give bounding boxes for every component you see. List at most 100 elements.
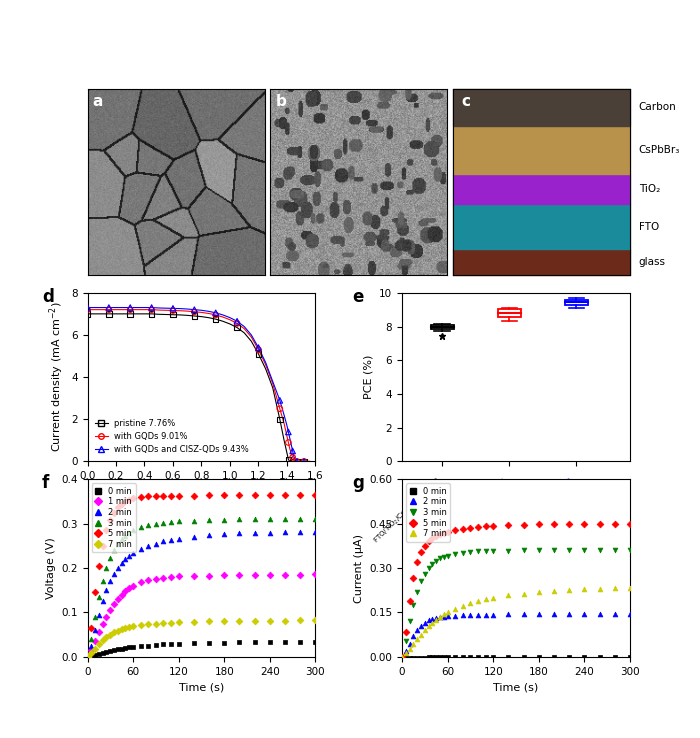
Point bbox=[465, 546, 476, 558]
Bar bbox=[498, 309, 521, 317]
Point bbox=[188, 637, 199, 649]
Point bbox=[120, 622, 131, 634]
Point bbox=[125, 304, 136, 316]
Point bbox=[396, 651, 407, 663]
Point bbox=[295, 489, 306, 501]
Point bbox=[189, 310, 200, 322]
Point bbox=[480, 609, 491, 621]
Point bbox=[143, 490, 154, 502]
Point bbox=[127, 492, 139, 504]
Point bbox=[85, 633, 97, 645]
Point bbox=[234, 514, 245, 525]
Point bbox=[438, 610, 449, 622]
Text: e: e bbox=[352, 288, 363, 306]
Point bbox=[419, 652, 430, 663]
Point bbox=[419, 624, 430, 636]
Point bbox=[503, 590, 514, 601]
Point bbox=[465, 597, 476, 609]
Point bbox=[419, 540, 430, 552]
Point bbox=[105, 629, 116, 641]
Point bbox=[143, 575, 154, 587]
Point bbox=[188, 615, 199, 627]
Point bbox=[210, 309, 221, 321]
Point bbox=[204, 514, 215, 526]
Point bbox=[173, 570, 184, 582]
Point bbox=[423, 621, 434, 632]
Point bbox=[127, 580, 139, 592]
Point bbox=[408, 599, 419, 611]
Y-axis label: Voltage (V): Voltage (V) bbox=[46, 537, 56, 599]
Legend: 0 min, 2 min, 3 min, 5 min, 7 min: 0 min, 2 min, 3 min, 5 min, 7 min bbox=[406, 483, 450, 542]
Point bbox=[234, 569, 245, 581]
Point bbox=[408, 573, 419, 584]
Point bbox=[234, 636, 245, 648]
Point bbox=[416, 652, 427, 664]
Point bbox=[135, 576, 146, 588]
Point bbox=[298, 455, 309, 467]
Point bbox=[253, 348, 264, 360]
Point bbox=[423, 562, 434, 574]
Point bbox=[85, 647, 97, 659]
Point bbox=[404, 638, 415, 649]
Point bbox=[188, 514, 199, 526]
Point bbox=[116, 643, 127, 655]
Point bbox=[449, 525, 461, 537]
Point bbox=[188, 490, 199, 502]
Point bbox=[125, 308, 136, 320]
Point bbox=[150, 573, 162, 584]
Point bbox=[533, 518, 545, 530]
Point bbox=[396, 651, 407, 663]
X-axis label: Time (s): Time (s) bbox=[494, 682, 539, 692]
Point bbox=[400, 645, 412, 657]
Point bbox=[97, 576, 108, 587]
Point bbox=[457, 523, 468, 535]
Point bbox=[435, 611, 446, 623]
Point bbox=[116, 497, 127, 509]
Point bbox=[400, 652, 412, 663]
Point bbox=[295, 636, 306, 648]
Point bbox=[135, 619, 146, 631]
Point bbox=[108, 599, 120, 610]
Point bbox=[232, 317, 243, 329]
Point bbox=[412, 556, 423, 568]
Point bbox=[404, 643, 415, 655]
Point bbox=[430, 651, 442, 663]
Point bbox=[108, 506, 120, 518]
Point bbox=[232, 315, 243, 327]
Point bbox=[594, 544, 606, 556]
Point bbox=[438, 527, 449, 539]
Point bbox=[564, 544, 575, 556]
Point bbox=[427, 533, 438, 545]
Point bbox=[579, 544, 590, 556]
Point bbox=[298, 455, 309, 467]
Text: g: g bbox=[352, 474, 364, 492]
Point bbox=[442, 610, 453, 622]
Point bbox=[408, 630, 419, 642]
Point bbox=[416, 620, 427, 632]
Point bbox=[143, 640, 154, 652]
Point bbox=[124, 550, 135, 562]
Point bbox=[82, 651, 93, 663]
Point bbox=[473, 595, 484, 607]
Point bbox=[533, 651, 545, 663]
Point bbox=[82, 302, 93, 314]
Point bbox=[624, 651, 636, 663]
Point bbox=[295, 615, 306, 627]
Point bbox=[279, 615, 290, 627]
Point bbox=[135, 543, 146, 555]
Point bbox=[218, 528, 230, 540]
Bar bbox=[453, 204, 630, 249]
Point bbox=[412, 652, 423, 664]
Point bbox=[173, 490, 184, 502]
Point bbox=[408, 638, 419, 649]
Point bbox=[310, 525, 321, 537]
Point bbox=[165, 516, 176, 528]
Point bbox=[101, 525, 112, 537]
Point bbox=[108, 545, 120, 556]
Point bbox=[165, 490, 176, 502]
Point bbox=[85, 640, 97, 652]
Point bbox=[291, 455, 302, 467]
Point bbox=[158, 490, 169, 502]
Point bbox=[283, 437, 294, 449]
Text: a: a bbox=[93, 94, 103, 109]
